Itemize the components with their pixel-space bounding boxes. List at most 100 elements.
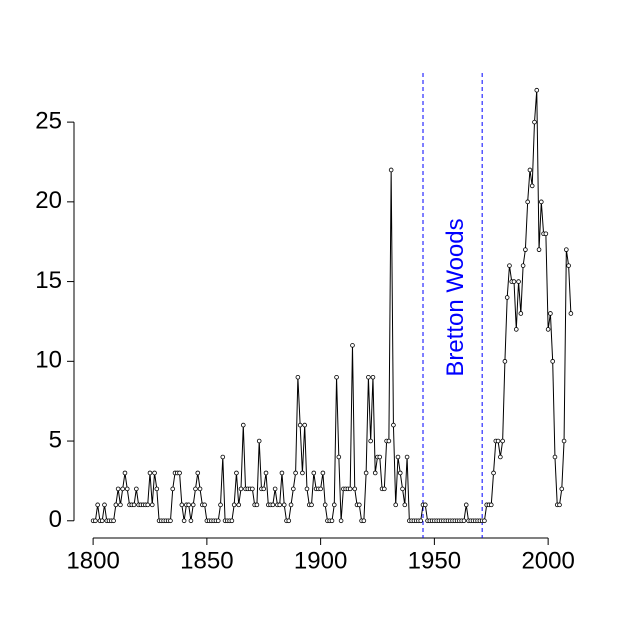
point	[190, 502, 196, 508]
point	[564, 247, 569, 252]
y-tick-label: 0	[49, 506, 62, 533]
point	[293, 470, 298, 476]
point	[120, 486, 125, 492]
point	[400, 486, 405, 492]
point	[516, 279, 521, 284]
point	[488, 502, 494, 508]
point	[495, 438, 501, 444]
point	[543, 231, 549, 237]
point	[545, 327, 551, 332]
point	[238, 486, 244, 492]
point	[561, 438, 567, 444]
point	[229, 518, 235, 524]
point	[193, 486, 198, 492]
point	[309, 502, 314, 508]
point	[215, 518, 221, 524]
point	[352, 486, 358, 492]
point	[291, 486, 296, 492]
point	[288, 502, 294, 508]
point	[261, 486, 267, 492]
point	[520, 263, 526, 268]
point	[368, 438, 373, 444]
point	[240, 422, 246, 428]
point	[270, 502, 276, 508]
point	[331, 502, 337, 508]
point	[218, 502, 223, 508]
point	[202, 502, 207, 508]
point	[552, 454, 558, 460]
point	[99, 518, 105, 524]
point	[397, 470, 403, 476]
point	[320, 470, 326, 476]
point	[145, 502, 151, 508]
point	[422, 502, 428, 508]
point	[300, 470, 305, 476]
point	[370, 374, 376, 380]
point	[124, 486, 130, 492]
point	[115, 486, 121, 492]
y-tick-label: 10	[35, 347, 62, 374]
point	[388, 167, 394, 173]
x-tick-label: 1900	[294, 547, 347, 574]
point	[529, 183, 535, 189]
point	[186, 502, 191, 508]
point	[318, 486, 323, 492]
point	[131, 502, 137, 508]
point	[386, 438, 392, 444]
y-tick-label: 15	[35, 267, 62, 294]
x-tick-label: 2000	[521, 547, 574, 574]
point	[527, 167, 533, 173]
annotation: Bretton Woods	[442, 218, 469, 376]
point	[382, 486, 387, 492]
point	[95, 502, 100, 508]
point	[513, 327, 519, 332]
point	[363, 470, 369, 476]
point	[295, 374, 301, 380]
point	[93, 518, 98, 524]
point	[507, 263, 512, 268]
x-tick-label: 1950	[408, 547, 461, 574]
point	[404, 454, 410, 460]
point	[149, 502, 155, 508]
point	[361, 518, 367, 524]
point	[297, 422, 303, 428]
point	[311, 470, 317, 476]
point	[461, 518, 467, 524]
point	[525, 199, 530, 205]
point	[498, 454, 503, 460]
point	[534, 87, 540, 93]
point	[118, 502, 123, 508]
point	[334, 374, 339, 380]
point	[236, 502, 242, 508]
point	[491, 470, 496, 476]
y-tick-label: 20	[35, 187, 62, 214]
point	[179, 502, 185, 508]
point	[322, 502, 328, 508]
point	[372, 470, 378, 476]
point	[250, 486, 255, 492]
point	[523, 247, 528, 252]
point	[391, 422, 396, 428]
point	[181, 518, 187, 524]
y-tick-label: 5	[49, 426, 62, 453]
point	[532, 119, 537, 125]
point	[281, 502, 287, 508]
point	[111, 518, 116, 524]
point	[350, 343, 355, 348]
point	[511, 279, 517, 284]
point	[504, 295, 510, 300]
point	[272, 486, 278, 492]
point	[154, 486, 160, 492]
point	[197, 486, 203, 492]
point	[559, 486, 565, 492]
point	[122, 470, 128, 476]
point	[482, 518, 487, 524]
point	[147, 470, 153, 476]
point	[177, 470, 182, 476]
point	[536, 247, 542, 252]
point	[286, 518, 292, 524]
x-tick-label: 1800	[66, 547, 119, 574]
y-tick-label: 25	[35, 107, 62, 134]
point	[500, 438, 505, 444]
